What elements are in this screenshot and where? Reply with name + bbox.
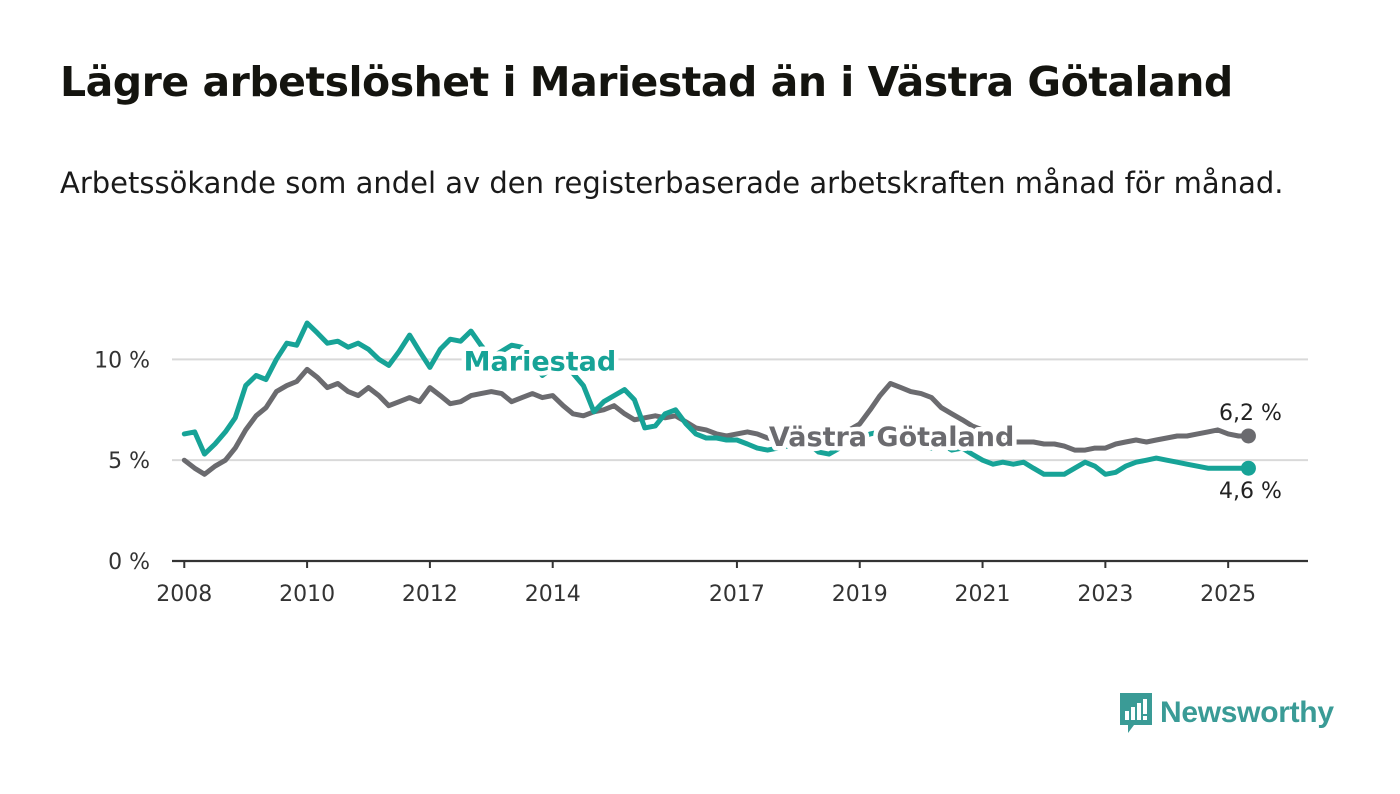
series-end-point — [1240, 460, 1256, 476]
y-tick-label: 0 % — [108, 550, 150, 575]
series-name-label: Västra Götaland — [769, 422, 1014, 453]
x-tick-label: 2012 — [402, 582, 458, 607]
y-axis-ticks: 0 % 5 % 10 % — [94, 348, 150, 575]
series-labels: Mariestad Västra Götaland 4,6 % 6,2 % — [459, 342, 1285, 507]
x-tick-label: 2010 — [279, 582, 335, 607]
x-axis-ticks: 2008 2010 2012 2014 2017 2019 2021 2023 2025 — [156, 561, 1256, 607]
series-end-label: 6,2 % — [1219, 401, 1282, 426]
x-tick-label: 2021 — [955, 582, 1011, 607]
chart-title: Lägre arbetslöshet i Mariestad än i Väst… — [60, 58, 1233, 106]
x-tick-label: 2008 — [156, 582, 212, 607]
y-tick-label: 5 % — [108, 449, 150, 474]
x-tick-label: 2023 — [1077, 582, 1133, 607]
chart-subtitle: Arbetssökande som andel av den registerb… — [60, 166, 1284, 200]
logo-text: Newsworthy — [1160, 696, 1334, 729]
newsworthy-logo-icon — [1120, 693, 1152, 733]
x-tick-label: 2025 — [1200, 582, 1256, 607]
series-line-mariestad — [181, 320, 1251, 477]
x-tick-label: 2019 — [832, 582, 888, 607]
series-end-point — [1240, 428, 1256, 444]
series-name-label: Mariestad — [464, 346, 616, 377]
series-line-västra-götaland — [181, 366, 1251, 477]
x-tick-label: 2014 — [525, 582, 581, 607]
series-lines — [181, 320, 1256, 477]
grid-lines — [172, 358, 1308, 563]
newsworthy-logo[interactable]: Newsworthy — [1118, 690, 1334, 736]
x-tick-label: 2017 — [709, 582, 765, 607]
series-end-label: 4,6 % — [1219, 479, 1282, 504]
y-tick-label: 10 % — [94, 348, 150, 373]
